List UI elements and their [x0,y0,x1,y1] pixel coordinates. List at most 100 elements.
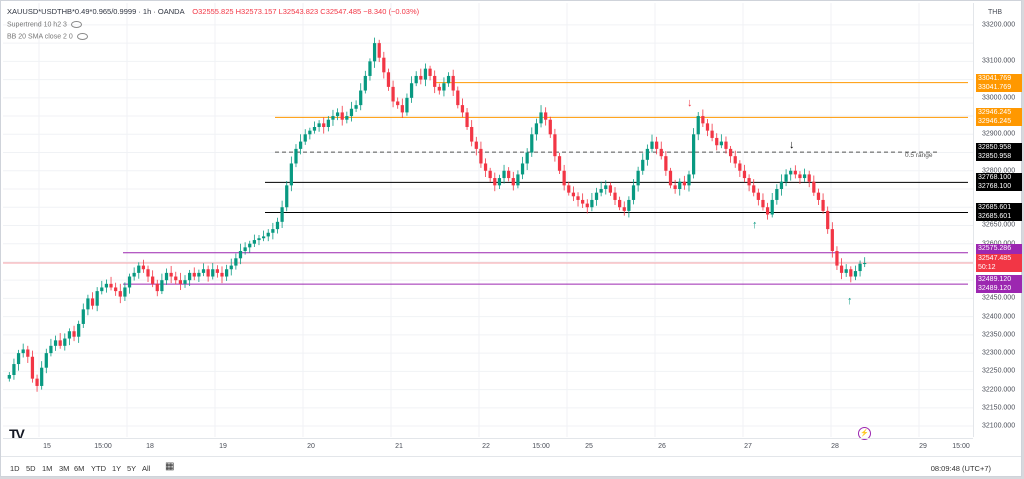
candle-body [488,170,492,179]
eye-icon[interactable] [70,21,82,28]
candle-body [215,269,219,273]
time-axis[interactable]: 15 15:00 18 19 20 21 22 15:00 25 26 27 28 29 15:00 [3,438,973,457]
y-tick-label: 33000.000 [982,94,1016,102]
price-chart[interactable] [3,3,973,437]
candle-body [636,170,640,186]
candle-body [53,340,58,346]
x-tick-label: 15:00 [532,443,550,450]
candle-body [622,207,626,211]
candle-body [807,174,811,182]
candle-body [72,331,76,337]
price-tag: 32489.120 32489.120 [976,275,1022,294]
candle-body [160,280,164,292]
candle-body [761,199,765,208]
price-tag-sub: 50:12 [978,263,996,271]
candle-body [502,170,506,179]
candle-body [849,269,853,277]
timeframe-button[interactable]: 1Y [112,464,122,473]
candle-body [437,86,441,91]
candle-body [553,134,557,157]
candle-body [26,349,30,357]
candle-body [77,323,81,337]
timeframe-button[interactable]: 5Y [127,464,137,473]
candle-body [863,263,867,265]
candle-body [21,349,25,354]
candle-body [507,170,511,179]
candle-body [428,68,432,76]
candle-body [493,178,497,186]
candle-body [317,123,321,127]
eye-icon[interactable] [76,33,88,40]
currency-label[interactable]: THB [988,9,1002,16]
candle-body [137,265,141,273]
candle-body [798,174,802,179]
price-tag: 32850.958 32850.958 [976,143,1022,162]
candle-body [594,192,599,200]
candle-body [460,105,465,113]
candle-body [326,119,330,127]
clock[interactable]: 08:09:48 (UTC+7) [930,464,991,473]
candle-body [710,130,714,138]
timeframe-button[interactable]: All [142,464,151,473]
candle-body [678,181,682,189]
price-tag: 33041.769 33041.769 [976,73,1022,92]
candle-body [858,263,862,272]
timeframe-button[interactable]: 3M [59,464,70,473]
candle-body [409,83,414,98]
candle-body [544,112,548,120]
magic-icon[interactable]: ⚡ [858,427,871,440]
candle-body [682,181,686,186]
x-tick-label: 22 [482,443,490,450]
timeframe-button[interactable]: YTD [91,464,106,473]
price-tag-sub: 32768.100 [978,183,1012,191]
x-tick-label: 15 [43,443,51,450]
candle-body [192,272,196,277]
candle-body [534,123,539,135]
candle-body [211,269,215,277]
candle-body [433,75,437,87]
candle-body [377,43,381,58]
calendar-icon[interactable]: ▦ [165,461,175,472]
candle-body [724,141,728,149]
candle-body [585,203,589,208]
indicator-label: BB 20 SMA close 2 0 [7,33,73,41]
candle-body [81,309,85,324]
candle-body [830,229,834,251]
candle-body [548,119,552,135]
symbol-text[interactable]: XAUUSD*USDTHB*0.49*0.965/0.9999 · 1h · O… [7,7,185,16]
indicator-supertrend[interactable]: Supertrend 10 h2 3 [7,21,82,28]
candle-body [386,72,391,87]
y-tick-label: 32100.000 [982,422,1016,430]
candle-body [465,112,469,127]
candle-body [618,199,622,208]
timeframe-button[interactable]: 1M [42,464,53,473]
candle-body [372,43,377,62]
price-tag-value: 32850.958 [978,144,1012,152]
candle-body [183,280,187,284]
candle-body [308,130,312,135]
candle-body [673,185,677,189]
candle-body [816,192,821,200]
down-arrow-icon: ↓ [789,139,795,151]
candle-body [419,75,423,80]
candle-body [220,272,224,277]
timeframe-button[interactable]: 6M [74,464,85,473]
candle-body [474,141,478,149]
timeframe-button[interactable]: 1D [10,464,20,473]
indicator-bollinger[interactable]: BB 20 SMA close 2 0 [7,33,88,40]
price-axis[interactable]: THB 33200.000 33100.000 33000.000 32900.000… [973,3,1024,437]
candle-body [765,207,770,215]
price-tag-sub: 32685.601 [978,213,1012,221]
candle-body [294,148,298,164]
bottom-toolbar: 1D 5D 1M 3M 6M YTD 1Y 5Y All ▦ 08:09:48 (UTC+7) [1,456,1021,479]
candle-body [701,116,705,124]
candle-body [456,90,460,106]
candle-body [90,298,95,306]
candle-body [289,163,293,186]
price-tag-sub: 32489.120 [978,285,1012,293]
candle-body [567,185,571,193]
candle-body [243,247,247,251]
candle-body [770,199,774,215]
candle-body [340,112,344,120]
timeframe-button[interactable]: 5D [26,464,36,473]
